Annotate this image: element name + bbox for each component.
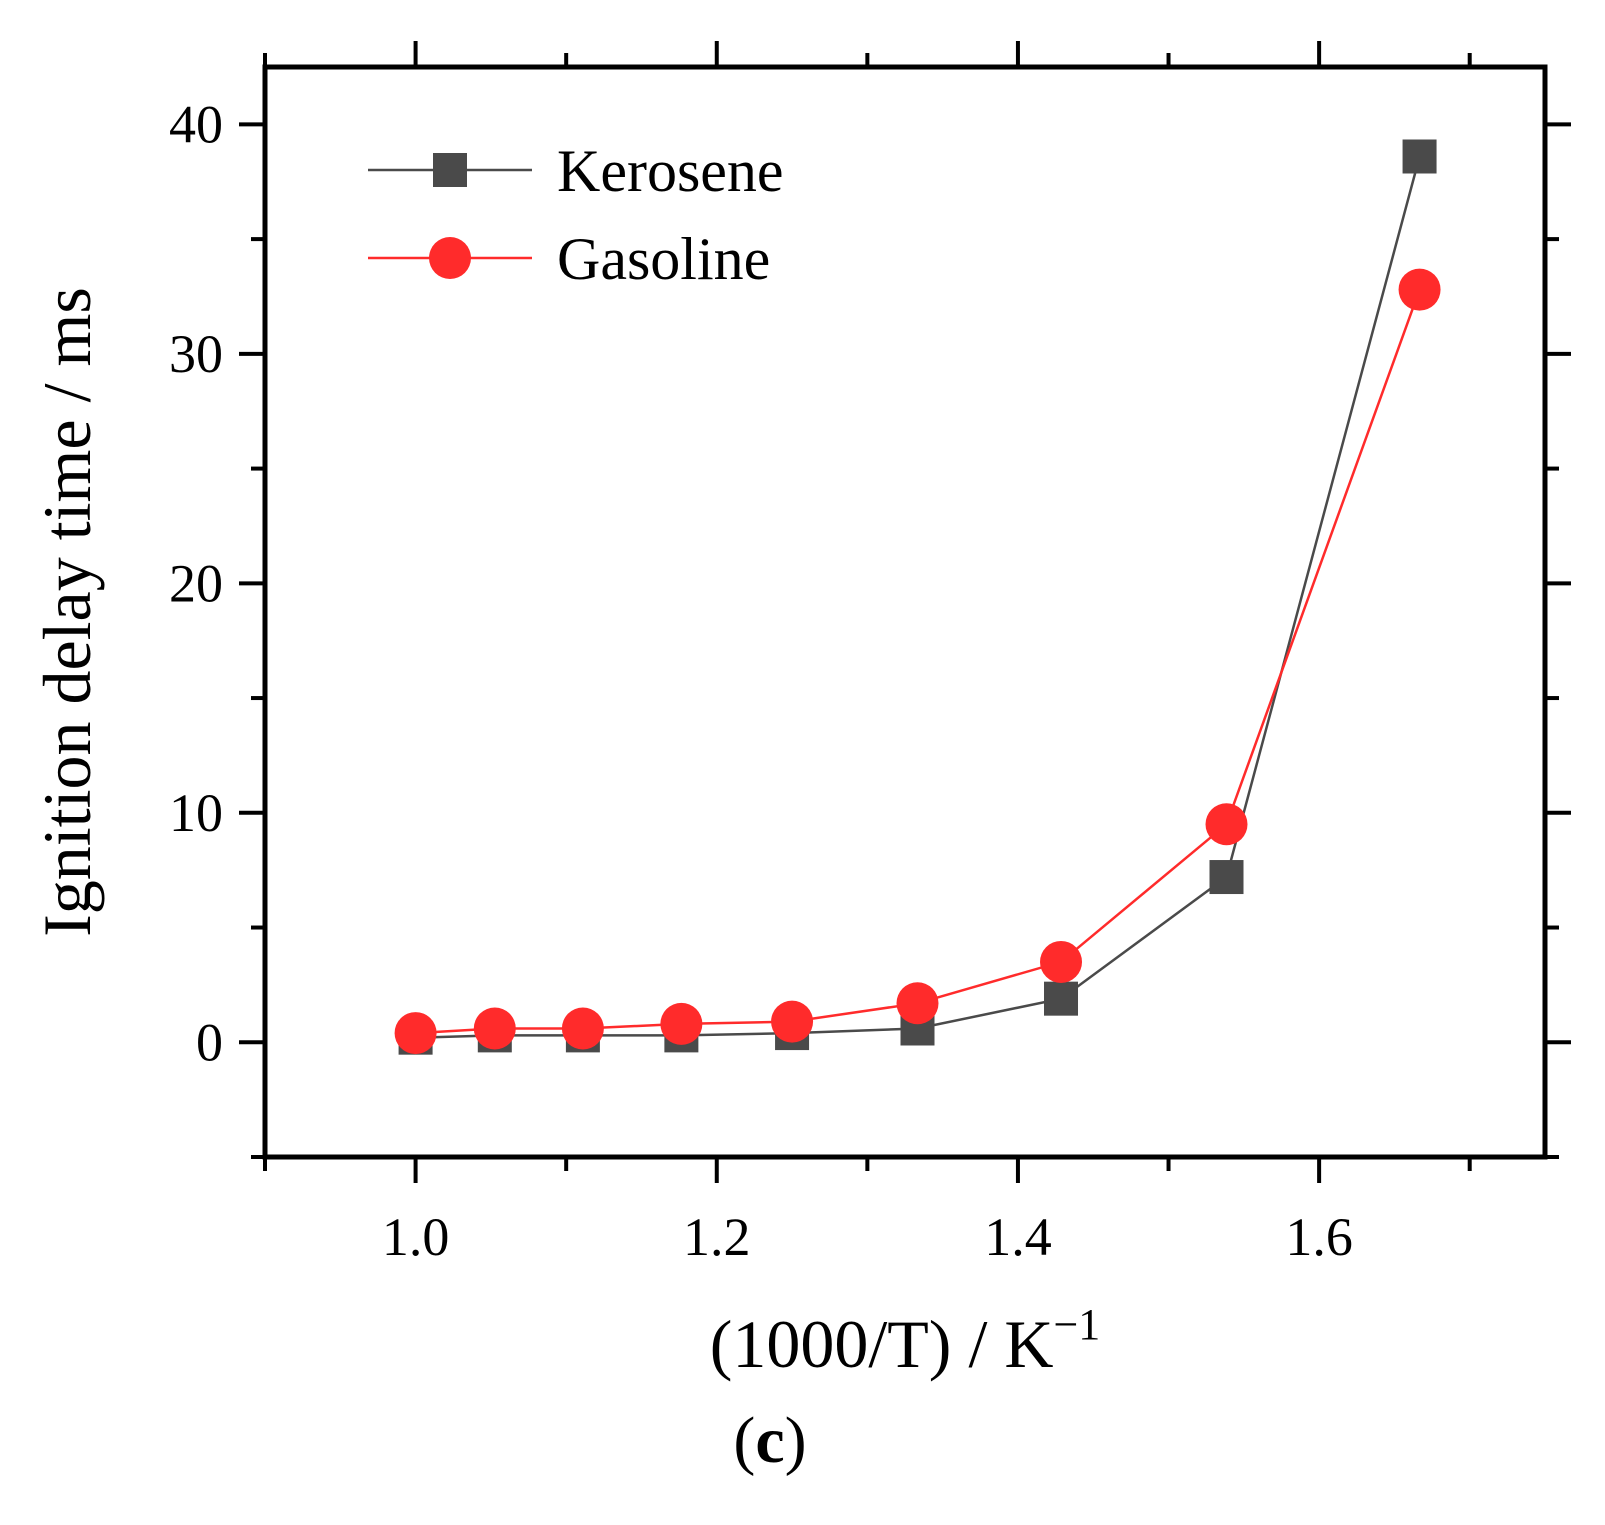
data-point-gasoline: [771, 1000, 814, 1043]
data-point-gasoline: [473, 1007, 516, 1050]
series-layer: [394, 139, 1441, 1055]
panel-label-letter: c: [755, 1404, 784, 1477]
data-point-gasoline: [561, 1007, 604, 1050]
y-tick-label: 30: [169, 324, 223, 384]
legend-marker-gasoline: [429, 237, 471, 279]
x-tick-label: 1.0: [382, 1207, 450, 1267]
series-line-gasoline: [415, 289, 1421, 1035]
data-point-kerosene: [1044, 981, 1079, 1016]
x-axis-title: (1000/T) / K−1: [710, 1300, 1101, 1382]
y-axis-title: Ignition delay time / ms: [29, 287, 105, 937]
data-point-gasoline: [660, 1002, 703, 1045]
data-point-gasoline: [1398, 268, 1441, 311]
y-tick-label: 40: [169, 94, 223, 154]
legend-item-gasoline: Gasoline: [368, 226, 770, 292]
legend: Kerosene Gasoline: [368, 138, 784, 292]
x-tick-label: 1.6: [1285, 1207, 1353, 1267]
panel-label-open: (: [733, 1404, 755, 1477]
data-point-kerosene: [1209, 860, 1244, 895]
legend-label-gasoline: Gasoline: [557, 226, 770, 292]
y-tick-label: 20: [169, 553, 223, 613]
data-point-gasoline: [1040, 940, 1083, 983]
panel-label-close: ): [785, 1404, 807, 1477]
data-point-kerosene: [1402, 139, 1437, 174]
legend-marker-kerosene: [433, 153, 467, 187]
legend-label-kerosene: Kerosene: [557, 138, 784, 204]
legend-item-kerosene: Kerosene: [368, 138, 784, 204]
data-point-gasoline: [394, 1012, 437, 1055]
panel-label: (c): [733, 1404, 806, 1477]
x-tick-label: 1.4: [984, 1207, 1052, 1267]
y-axis-title-text: Ignition delay time / ms: [29, 287, 105, 937]
axes: 1.0 1.2 1.4 1.6 0 10 20 30 40: [169, 41, 1571, 1267]
x-axis-title-main: (1000/T) / K: [710, 1306, 1054, 1382]
y-tick-label: 0: [196, 1012, 223, 1072]
x-tick-label: 1.2: [683, 1207, 751, 1267]
x-axis-title-superscript: −1: [1053, 1300, 1100, 1349]
y-tick-label: 10: [169, 783, 223, 843]
series-gasoline: [394, 268, 1441, 1055]
series-kerosene: [398, 139, 1437, 1055]
data-point-gasoline: [896, 982, 939, 1025]
plot-frame: [262, 64, 1548, 1160]
data-point-gasoline: [1205, 803, 1248, 846]
